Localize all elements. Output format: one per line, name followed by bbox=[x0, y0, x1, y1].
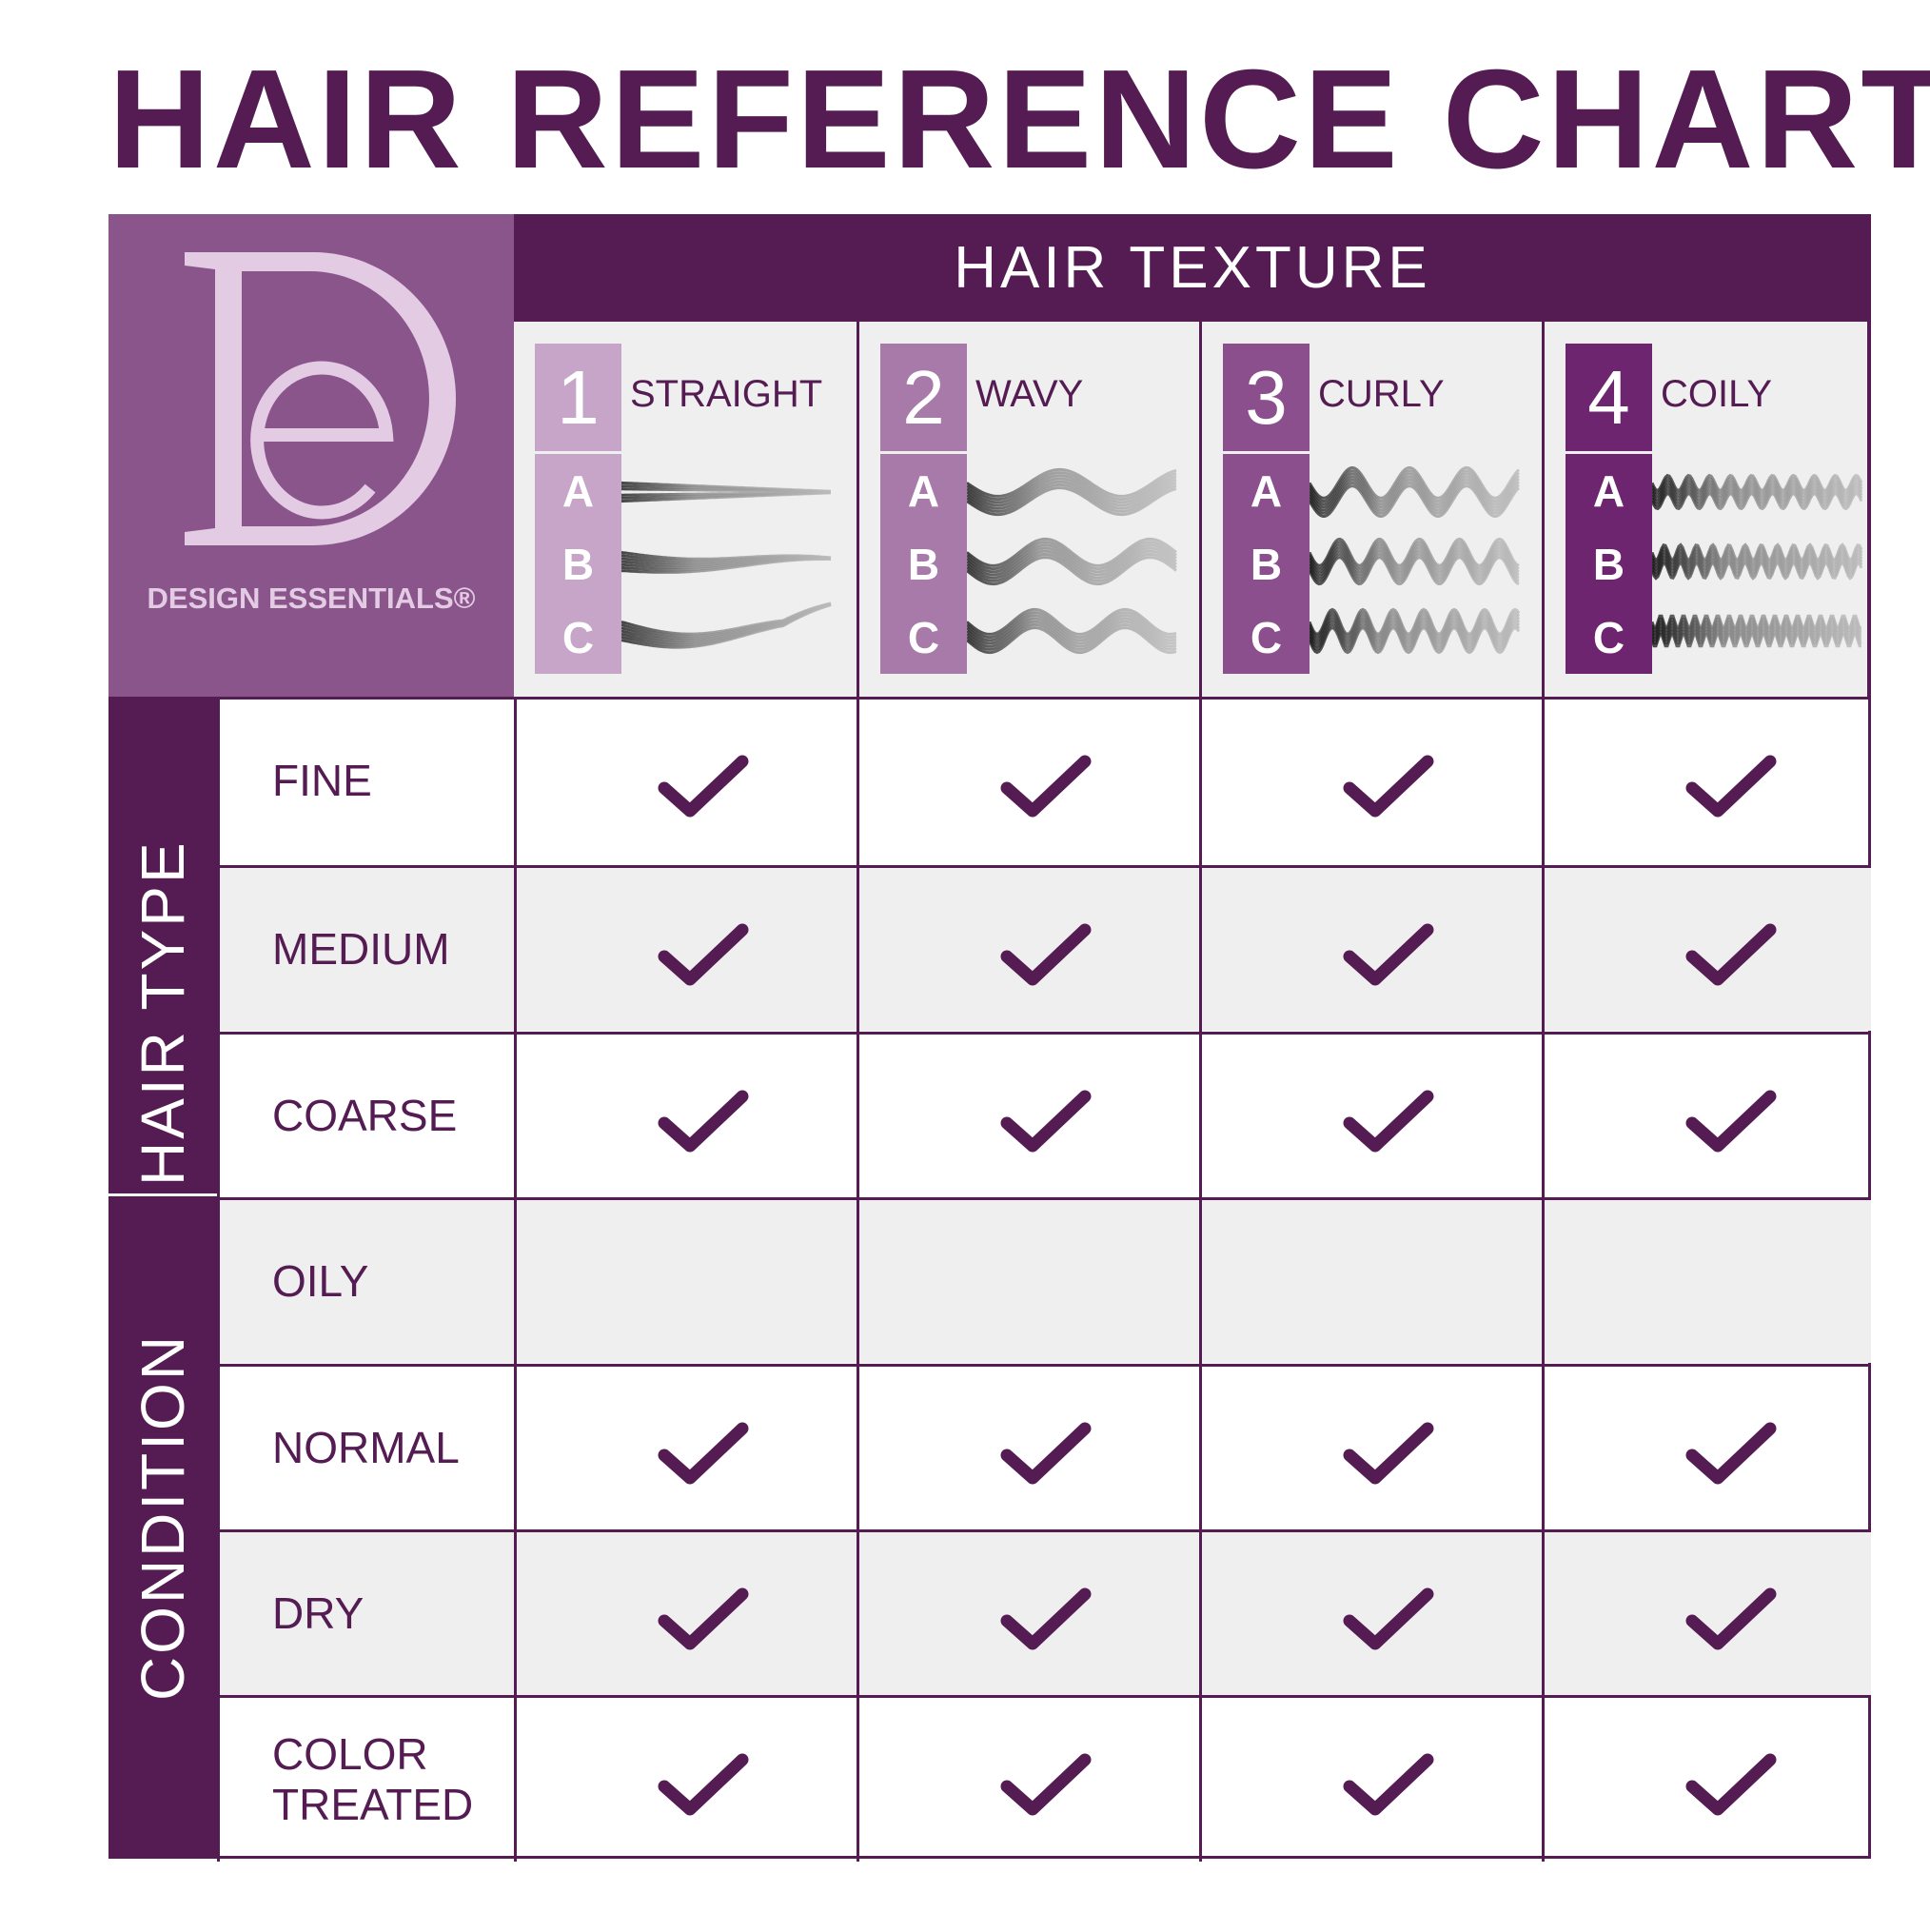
hair-strand-icon bbox=[1652, 473, 1863, 511]
table-row: MEDIUM bbox=[217, 865, 1871, 1032]
subtype-label: C bbox=[907, 612, 940, 662]
column-divider bbox=[217, 700, 220, 1862]
side-labels: HAIR TYPE CONDITION bbox=[108, 697, 217, 1859]
subtype-label: B bbox=[1250, 539, 1283, 589]
checkmark-icon bbox=[1343, 1753, 1434, 1816]
brand-name: DESIGN ESSENTIALS® bbox=[147, 582, 476, 615]
hair-strand-icon bbox=[1652, 542, 1863, 581]
subtype-label: B bbox=[1592, 539, 1625, 589]
texture-label: WAVY bbox=[975, 373, 1084, 415]
table-row: COARSE bbox=[217, 1031, 1871, 1197]
hair-strand-icon bbox=[621, 481, 832, 503]
checkmark-icon bbox=[658, 923, 749, 986]
hair-strands-illustration bbox=[621, 481, 832, 649]
hair-strands-illustration bbox=[1652, 473, 1863, 648]
column-divider bbox=[1542, 700, 1545, 1862]
hair-strands-illustration bbox=[1310, 466, 1521, 655]
table-row: FINE bbox=[217, 700, 1871, 865]
table-row: COLOR TREATED bbox=[217, 1695, 1871, 1861]
checkmark-icon bbox=[1000, 755, 1092, 818]
texture-number: 4 bbox=[1566, 344, 1652, 451]
checkmark-icon bbox=[1685, 1090, 1777, 1153]
checkmark-icon bbox=[1000, 1587, 1092, 1650]
texture-number: 2 bbox=[880, 344, 967, 451]
subtype-label: A bbox=[907, 465, 940, 516]
table-row: DRY bbox=[217, 1529, 1871, 1695]
hair-texture-header: HAIR TEXTURE bbox=[514, 214, 1871, 322]
hair-strand-icon bbox=[1310, 607, 1521, 655]
subtype-label: C bbox=[1592, 612, 1625, 662]
table-row: NORMAL bbox=[217, 1363, 1871, 1529]
checkmark-icon bbox=[658, 1422, 749, 1485]
hair-strand-icon bbox=[1652, 614, 1861, 648]
texture-label: STRAIGHT bbox=[630, 373, 823, 415]
subtype-label: A bbox=[1592, 465, 1625, 516]
row-label: OILY bbox=[272, 1256, 369, 1307]
checkmark-icon bbox=[1000, 1422, 1092, 1485]
row-label: DRY bbox=[272, 1588, 364, 1639]
column-divider bbox=[514, 700, 517, 1862]
hair-strand-icon bbox=[621, 601, 832, 649]
hair-strands-illustration bbox=[967, 467, 1177, 655]
checkmark-icon bbox=[1000, 923, 1092, 986]
compatibility-grid: FINE MEDIUM COARSE OILY NORMAL DRY COLOR TREAT… bbox=[217, 697, 1871, 1862]
row-label: NORMAL bbox=[272, 1422, 460, 1472]
row-label: COLOR TREATED bbox=[272, 1729, 474, 1829]
checkmark-icon bbox=[1343, 1422, 1434, 1485]
subtype-label: B bbox=[561, 539, 595, 589]
hair-strand-icon bbox=[967, 607, 1177, 655]
checkmark-icon bbox=[658, 1090, 749, 1153]
column-divider bbox=[1199, 700, 1202, 1862]
table-row: OILY bbox=[217, 1197, 1871, 1364]
brand-logo: DESIGN ESSENTIALS® bbox=[108, 214, 514, 697]
checkmark-icon bbox=[1685, 1422, 1777, 1485]
subtype-label: C bbox=[561, 612, 595, 662]
hair-strand-icon bbox=[967, 467, 1177, 517]
hair-strand-icon bbox=[1310, 466, 1521, 518]
column-divider bbox=[857, 700, 859, 1862]
subtype-label: A bbox=[1250, 465, 1283, 516]
checkmark-icon bbox=[658, 1587, 749, 1650]
hair-strand-icon bbox=[621, 550, 832, 574]
texture-number: 1 bbox=[535, 344, 621, 451]
checkmark-icon bbox=[1685, 755, 1777, 818]
chart-title: HAIR REFERENCE CHART bbox=[108, 41, 1930, 198]
checkmark-icon bbox=[1343, 755, 1434, 818]
row-label: COARSE bbox=[272, 1090, 458, 1140]
de-monogram-icon bbox=[185, 252, 456, 545]
texture-label: COILY bbox=[1661, 373, 1773, 415]
group-divider bbox=[108, 1193, 217, 1196]
hair-strand-icon bbox=[1310, 537, 1520, 586]
checkmark-icon bbox=[1000, 1090, 1092, 1153]
subtype-label: A bbox=[561, 465, 595, 516]
subtype-label: B bbox=[907, 539, 940, 589]
checkmark-icon bbox=[1000, 1753, 1092, 1816]
checkmark-icon bbox=[658, 755, 749, 818]
checkmark-icon bbox=[1343, 1090, 1434, 1153]
group-label-hair-type: HAIR TYPE bbox=[128, 839, 197, 1186]
hair-strand-icon bbox=[967, 537, 1177, 586]
checkmark-icon bbox=[1343, 923, 1434, 986]
checkmark-icon bbox=[1685, 1753, 1777, 1816]
row-label: FINE bbox=[272, 756, 372, 806]
subtype-label: C bbox=[1250, 612, 1283, 662]
checkmark-icon bbox=[1685, 923, 1777, 986]
checkmark-icon bbox=[1685, 1587, 1777, 1650]
checkmark-icon bbox=[658, 1753, 749, 1816]
group-label-condition: CONDITION bbox=[128, 1332, 197, 1702]
row-label: MEDIUM bbox=[272, 924, 450, 975]
texture-number: 3 bbox=[1223, 344, 1310, 451]
texture-label: CURLY bbox=[1318, 373, 1445, 415]
checkmark-icon bbox=[1343, 1587, 1434, 1650]
